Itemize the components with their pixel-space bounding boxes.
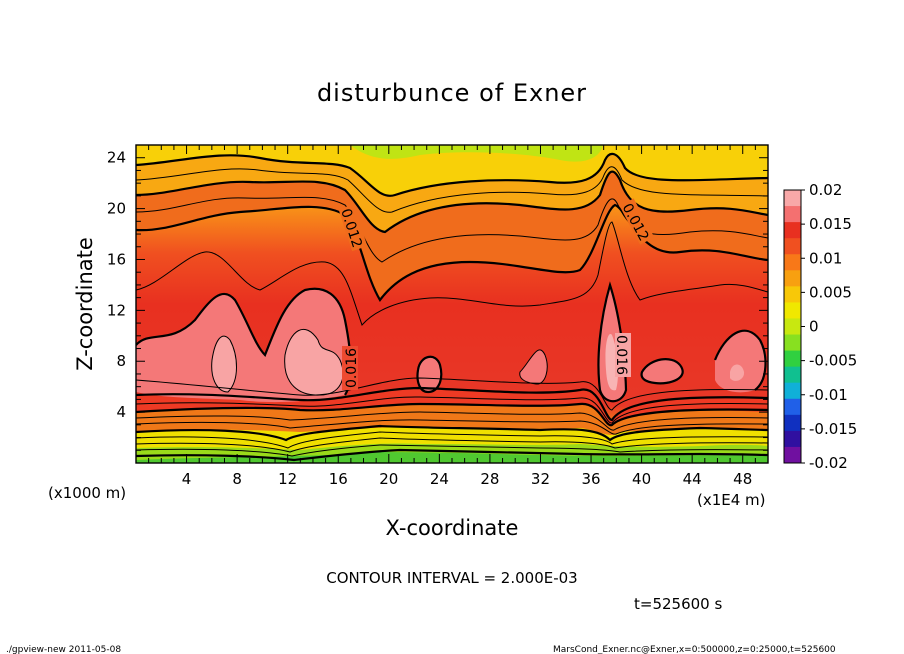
contour-line: [136, 431, 768, 449]
colorbar-swatch: [784, 190, 801, 207]
colorbar-tick-label: 0.01: [809, 249, 842, 267]
plot-area: 0.012 0.012 0.016 0.016: [136, 145, 768, 463]
contour-line: [136, 170, 768, 234]
y-tick-label: 4: [116, 403, 126, 421]
x-tick-label: 12: [278, 470, 297, 488]
contour-line: [211, 335, 237, 393]
x-axis-ticks: 4 8 12 16 20 24 28 32 36 40 44 48: [148, 145, 756, 488]
contour-line: [597, 281, 628, 403]
y-tick-label: 24: [107, 149, 126, 167]
contour-line: [136, 287, 352, 396]
contour-line: [640, 358, 684, 385]
x-tick-label: 8: [232, 470, 242, 488]
chart-title: disturbunce of Exner: [317, 79, 587, 107]
x-tick-label: 4: [182, 470, 192, 488]
contour-line: [519, 349, 548, 385]
band-top-green: [350, 145, 603, 162]
x-tick-label: 16: [329, 470, 348, 488]
z-unit-label: (x1000 m): [48, 484, 126, 502]
colorbar-tick-label: -0.005: [809, 352, 857, 370]
y-axis-label: Z-coordinate: [73, 237, 97, 371]
colorbar-swatch: [784, 366, 801, 384]
x-tick-label: 44: [683, 470, 702, 488]
contour-line: [136, 396, 768, 424]
core-max-2: [284, 329, 344, 396]
x-unit-label: (x1E4 m): [697, 491, 766, 509]
colorbar-tick-label: -0.01: [809, 386, 848, 404]
colorbar-swatch: [784, 446, 801, 464]
contour-line: [136, 152, 768, 197]
core-max-4: [730, 364, 745, 381]
core-max-3: [605, 334, 619, 391]
y-tick-label: 20: [107, 200, 126, 218]
colorbar-tick-label: 0: [809, 318, 819, 336]
colorbar-swatch: [784, 350, 801, 368]
colorbar-ticks: 0.02 0.015 0.01 0.005 0 -0.005 -0.01 -0.015 -0.0…: [801, 181, 857, 472]
footer-left: ./gpview-new 2011-05-08: [6, 645, 121, 654]
y-axis-ticks: 4 8 12 16 20 24: [107, 149, 768, 451]
contour-line: [136, 386, 768, 422]
contour-line: [136, 437, 768, 453]
contour-lines: [136, 152, 768, 462]
contour-interval-label: CONTOUR INTERVAL = 2.000E-03: [326, 569, 577, 587]
contour-line: [136, 411, 768, 431]
band-top-lightyellow: [136, 145, 768, 196]
contour-label: 0.016: [613, 335, 629, 375]
colorbar-swatch: [784, 382, 801, 400]
contour-line: [136, 166, 768, 213]
time-label: t=525600 s: [634, 595, 722, 613]
colorbar-swatch: [784, 334, 801, 352]
contour-line: [136, 448, 768, 462]
x-tick-label: 36: [581, 470, 600, 488]
x-tick-label: 40: [632, 470, 651, 488]
band-lower-red: [136, 388, 768, 426]
colorbar-swatch: [784, 430, 801, 448]
colorbar-tick-label: -0.015: [809, 420, 857, 438]
colorbar-tick-label: 0.015: [809, 215, 852, 233]
colorbar-swatch: [784, 286, 801, 303]
contour-line: [136, 424, 768, 442]
y-tick-label: 16: [107, 250, 126, 268]
contour-line: [136, 221, 768, 326]
colorbar-swatch: [784, 398, 801, 416]
x-axis-label: X-coordinate: [386, 516, 519, 540]
x-tick-label: 24: [430, 470, 449, 488]
x-tick-label: 20: [379, 470, 398, 488]
colorbar-swatch: [784, 302, 801, 319]
colorbar-swatch: [784, 318, 801, 336]
colorbar-swatch: [784, 414, 801, 432]
x-tick-label: 28: [480, 470, 499, 488]
contour-line: [284, 328, 344, 396]
y-tick-label: 12: [107, 301, 126, 319]
colorbar-swatch: [784, 206, 801, 223]
footer-right: MarsCond_Exner.nc@Exner,x=0:500000,z=0:2…: [553, 645, 836, 654]
core-max-1: [211, 336, 237, 392]
x-tick-label: 32: [531, 470, 550, 488]
y-tick-label: 8: [116, 352, 126, 370]
contour-line: [136, 377, 768, 411]
contour-label: 0.016: [344, 348, 360, 388]
colorbar-tick-label: -0.02: [809, 454, 848, 472]
colorbar-swatch: [784, 254, 801, 271]
core-0.016-small: [519, 349, 548, 385]
core-0.016-center: [417, 356, 442, 392]
contour-line: [713, 329, 767, 391]
contour-line: [136, 203, 768, 302]
contour-line: [136, 444, 768, 457]
colorbar-swatch: [784, 222, 801, 239]
contour-line: [136, 402, 768, 427]
colorbar-tick-label: 0.005: [809, 283, 852, 301]
colorbar: [784, 190, 801, 464]
colorbar-swatch: [784, 270, 801, 287]
contour-line: [136, 419, 768, 435]
contour-line: [416, 355, 443, 394]
band-upper-orange: [136, 145, 768, 300]
colorbar-tick-label: 0.02: [809, 181, 842, 199]
x-tick-label: 48: [733, 470, 752, 488]
core-0.016-right: [641, 359, 683, 384]
core-0.016-far-right: [715, 330, 766, 393]
colorbar-swatch: [784, 238, 801, 255]
